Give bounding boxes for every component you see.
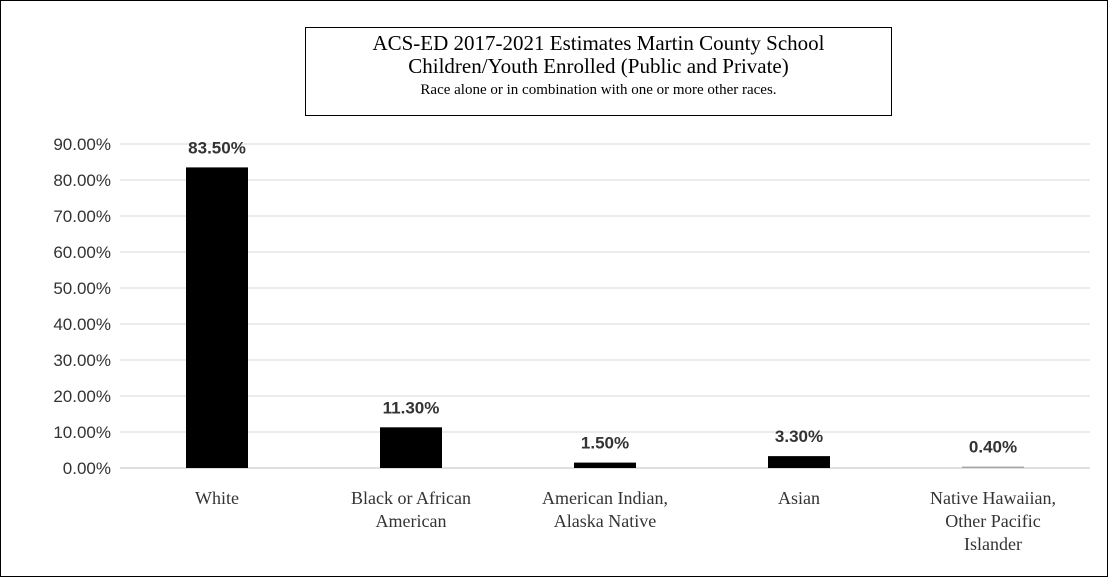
data-label: 1.50% [581,434,629,453]
chart-subtitle: Race alone or in combination with one or… [420,82,777,98]
bar [962,466,1024,468]
data-label: 11.30% [383,398,440,417]
y-tick-label: 60.00% [53,243,111,262]
chart-title-box: ACS-ED 2017-2021 Estimates Martin County… [305,27,892,116]
data-label: 0.40% [969,438,1017,457]
chart-title: ACS-ED 2017-2021 Estimates Martin County… [372,31,825,55]
bar [186,167,248,468]
y-tick-label: 0.00% [63,459,111,478]
x-category-label: White [195,488,239,508]
bar [768,456,830,468]
x-category-label: American Indian, [542,488,668,508]
chart-title-line2: Children/Youth Enrolled (Public and Priv… [408,54,789,78]
y-tick-label: 70.00% [53,207,111,226]
y-tick-label: 10.00% [53,423,111,442]
x-category-label: American [376,511,447,531]
x-category-label: Islander [964,534,1022,554]
y-tick-label: 30.00% [53,351,111,370]
x-category-label: Alaska Native [554,511,656,531]
data-label: 3.30% [775,427,823,446]
y-tick-label: 40.00% [53,315,111,334]
x-category-label: Black or African [351,488,471,508]
y-tick-label: 90.00% [53,135,111,154]
x-category-label: Other Pacific [945,511,1040,531]
bar [574,462,636,468]
x-category-label: Asian [778,488,820,508]
bar [380,427,442,468]
y-tick-label: 50.00% [53,279,111,298]
x-category-label: Native Hawaiian, [930,488,1056,508]
data-label: 83.50% [188,138,246,157]
y-tick-label: 20.00% [53,387,111,406]
y-tick-label: 80.00% [53,171,111,190]
